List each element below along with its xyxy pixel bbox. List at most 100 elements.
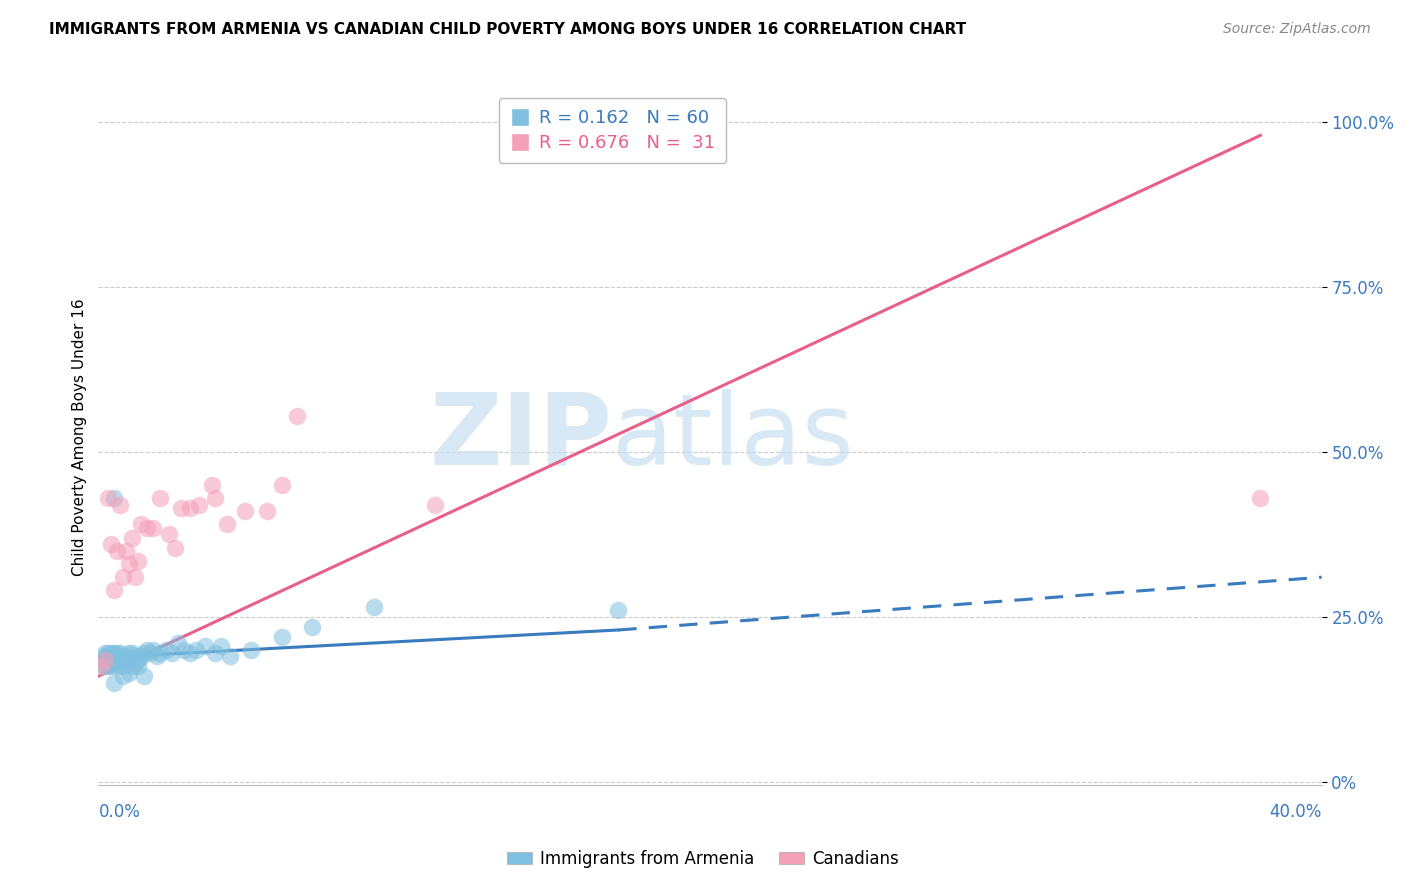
- Point: [142, 642, 165, 657]
- Point: [204, 491, 226, 505]
- Point: [363, 599, 385, 614]
- Point: [301, 620, 323, 634]
- Point: [142, 521, 165, 535]
- Point: [170, 500, 193, 515]
- Point: [115, 656, 138, 670]
- Point: [103, 675, 125, 690]
- Point: [129, 649, 152, 664]
- Point: [93, 659, 115, 673]
- Point: [607, 603, 630, 617]
- Point: [127, 554, 149, 568]
- Point: [149, 646, 172, 660]
- Point: [90, 659, 112, 673]
- Text: Source: ZipAtlas.com: Source: ZipAtlas.com: [1223, 22, 1371, 37]
- Point: [186, 642, 208, 657]
- Point: [134, 669, 156, 683]
- Point: [139, 646, 162, 660]
- Point: [136, 521, 159, 535]
- Point: [204, 646, 226, 660]
- Point: [270, 478, 292, 492]
- Point: [97, 491, 120, 505]
- Point: [423, 498, 446, 512]
- Point: [111, 570, 134, 584]
- Point: [179, 646, 201, 660]
- Point: [194, 640, 217, 654]
- Point: [145, 649, 167, 664]
- Point: [103, 656, 125, 670]
- Point: [100, 646, 122, 660]
- Point: [100, 653, 122, 667]
- Legend: Immigrants from Armenia, Canadians: Immigrants from Armenia, Canadians: [501, 844, 905, 875]
- Point: [233, 504, 256, 518]
- Y-axis label: Child Poverty Among Boys Under 16: Child Poverty Among Boys Under 16: [72, 298, 87, 576]
- Point: [173, 642, 195, 657]
- Point: [285, 409, 308, 423]
- Point: [129, 517, 152, 532]
- Point: [108, 498, 131, 512]
- Point: [93, 646, 115, 660]
- Point: [188, 498, 211, 512]
- Point: [149, 491, 172, 505]
- Point: [155, 642, 177, 657]
- Point: [118, 557, 141, 571]
- Point: [97, 653, 120, 667]
- Point: [115, 544, 138, 558]
- Text: atlas: atlas: [612, 389, 853, 485]
- Text: IMMIGRANTS FROM ARMENIA VS CANADIAN CHILD POVERTY AMONG BOYS UNDER 16 CORRELATIO: IMMIGRANTS FROM ARMENIA VS CANADIAN CHIL…: [49, 22, 966, 37]
- Point: [209, 640, 232, 654]
- Point: [93, 653, 115, 667]
- Point: [118, 646, 141, 660]
- Point: [97, 649, 120, 664]
- Point: [115, 649, 138, 664]
- Point: [103, 491, 125, 505]
- Point: [118, 665, 141, 680]
- Point: [105, 659, 128, 673]
- Point: [134, 646, 156, 660]
- Point: [167, 636, 190, 650]
- Point: [127, 659, 149, 673]
- Point: [93, 649, 115, 664]
- Point: [90, 659, 112, 673]
- Point: [97, 646, 120, 660]
- Legend: R = 0.162   N = 60, R = 0.676   N =  31: R = 0.162 N = 60, R = 0.676 N = 31: [499, 98, 725, 163]
- Point: [121, 646, 143, 660]
- Text: ZIP: ZIP: [429, 389, 612, 485]
- Point: [118, 653, 141, 667]
- Point: [108, 649, 131, 664]
- Point: [105, 649, 128, 664]
- Point: [256, 504, 278, 518]
- Point: [108, 656, 131, 670]
- Point: [124, 570, 146, 584]
- Point: [124, 656, 146, 670]
- Point: [240, 642, 263, 657]
- Point: [157, 527, 180, 541]
- Point: [111, 669, 134, 683]
- Point: [105, 646, 128, 660]
- Point: [163, 541, 186, 555]
- Point: [219, 649, 242, 664]
- Point: [127, 653, 149, 667]
- Point: [90, 653, 112, 667]
- Point: [200, 478, 222, 492]
- Point: [100, 537, 122, 551]
- Point: [1249, 491, 1271, 505]
- Point: [111, 653, 134, 667]
- Point: [111, 659, 134, 673]
- Point: [160, 646, 183, 660]
- Point: [121, 531, 143, 545]
- Point: [103, 646, 125, 660]
- Point: [136, 642, 159, 657]
- Point: [103, 583, 125, 598]
- Point: [124, 649, 146, 664]
- Point: [179, 500, 201, 515]
- Point: [270, 630, 292, 644]
- Text: 0.0%: 0.0%: [98, 803, 141, 821]
- Text: 40.0%: 40.0%: [1270, 803, 1322, 821]
- Point: [100, 659, 122, 673]
- Point: [105, 544, 128, 558]
- Point: [108, 646, 131, 660]
- Point: [215, 517, 238, 532]
- Point: [121, 659, 143, 673]
- Point: [97, 659, 120, 673]
- Point: [100, 656, 122, 670]
